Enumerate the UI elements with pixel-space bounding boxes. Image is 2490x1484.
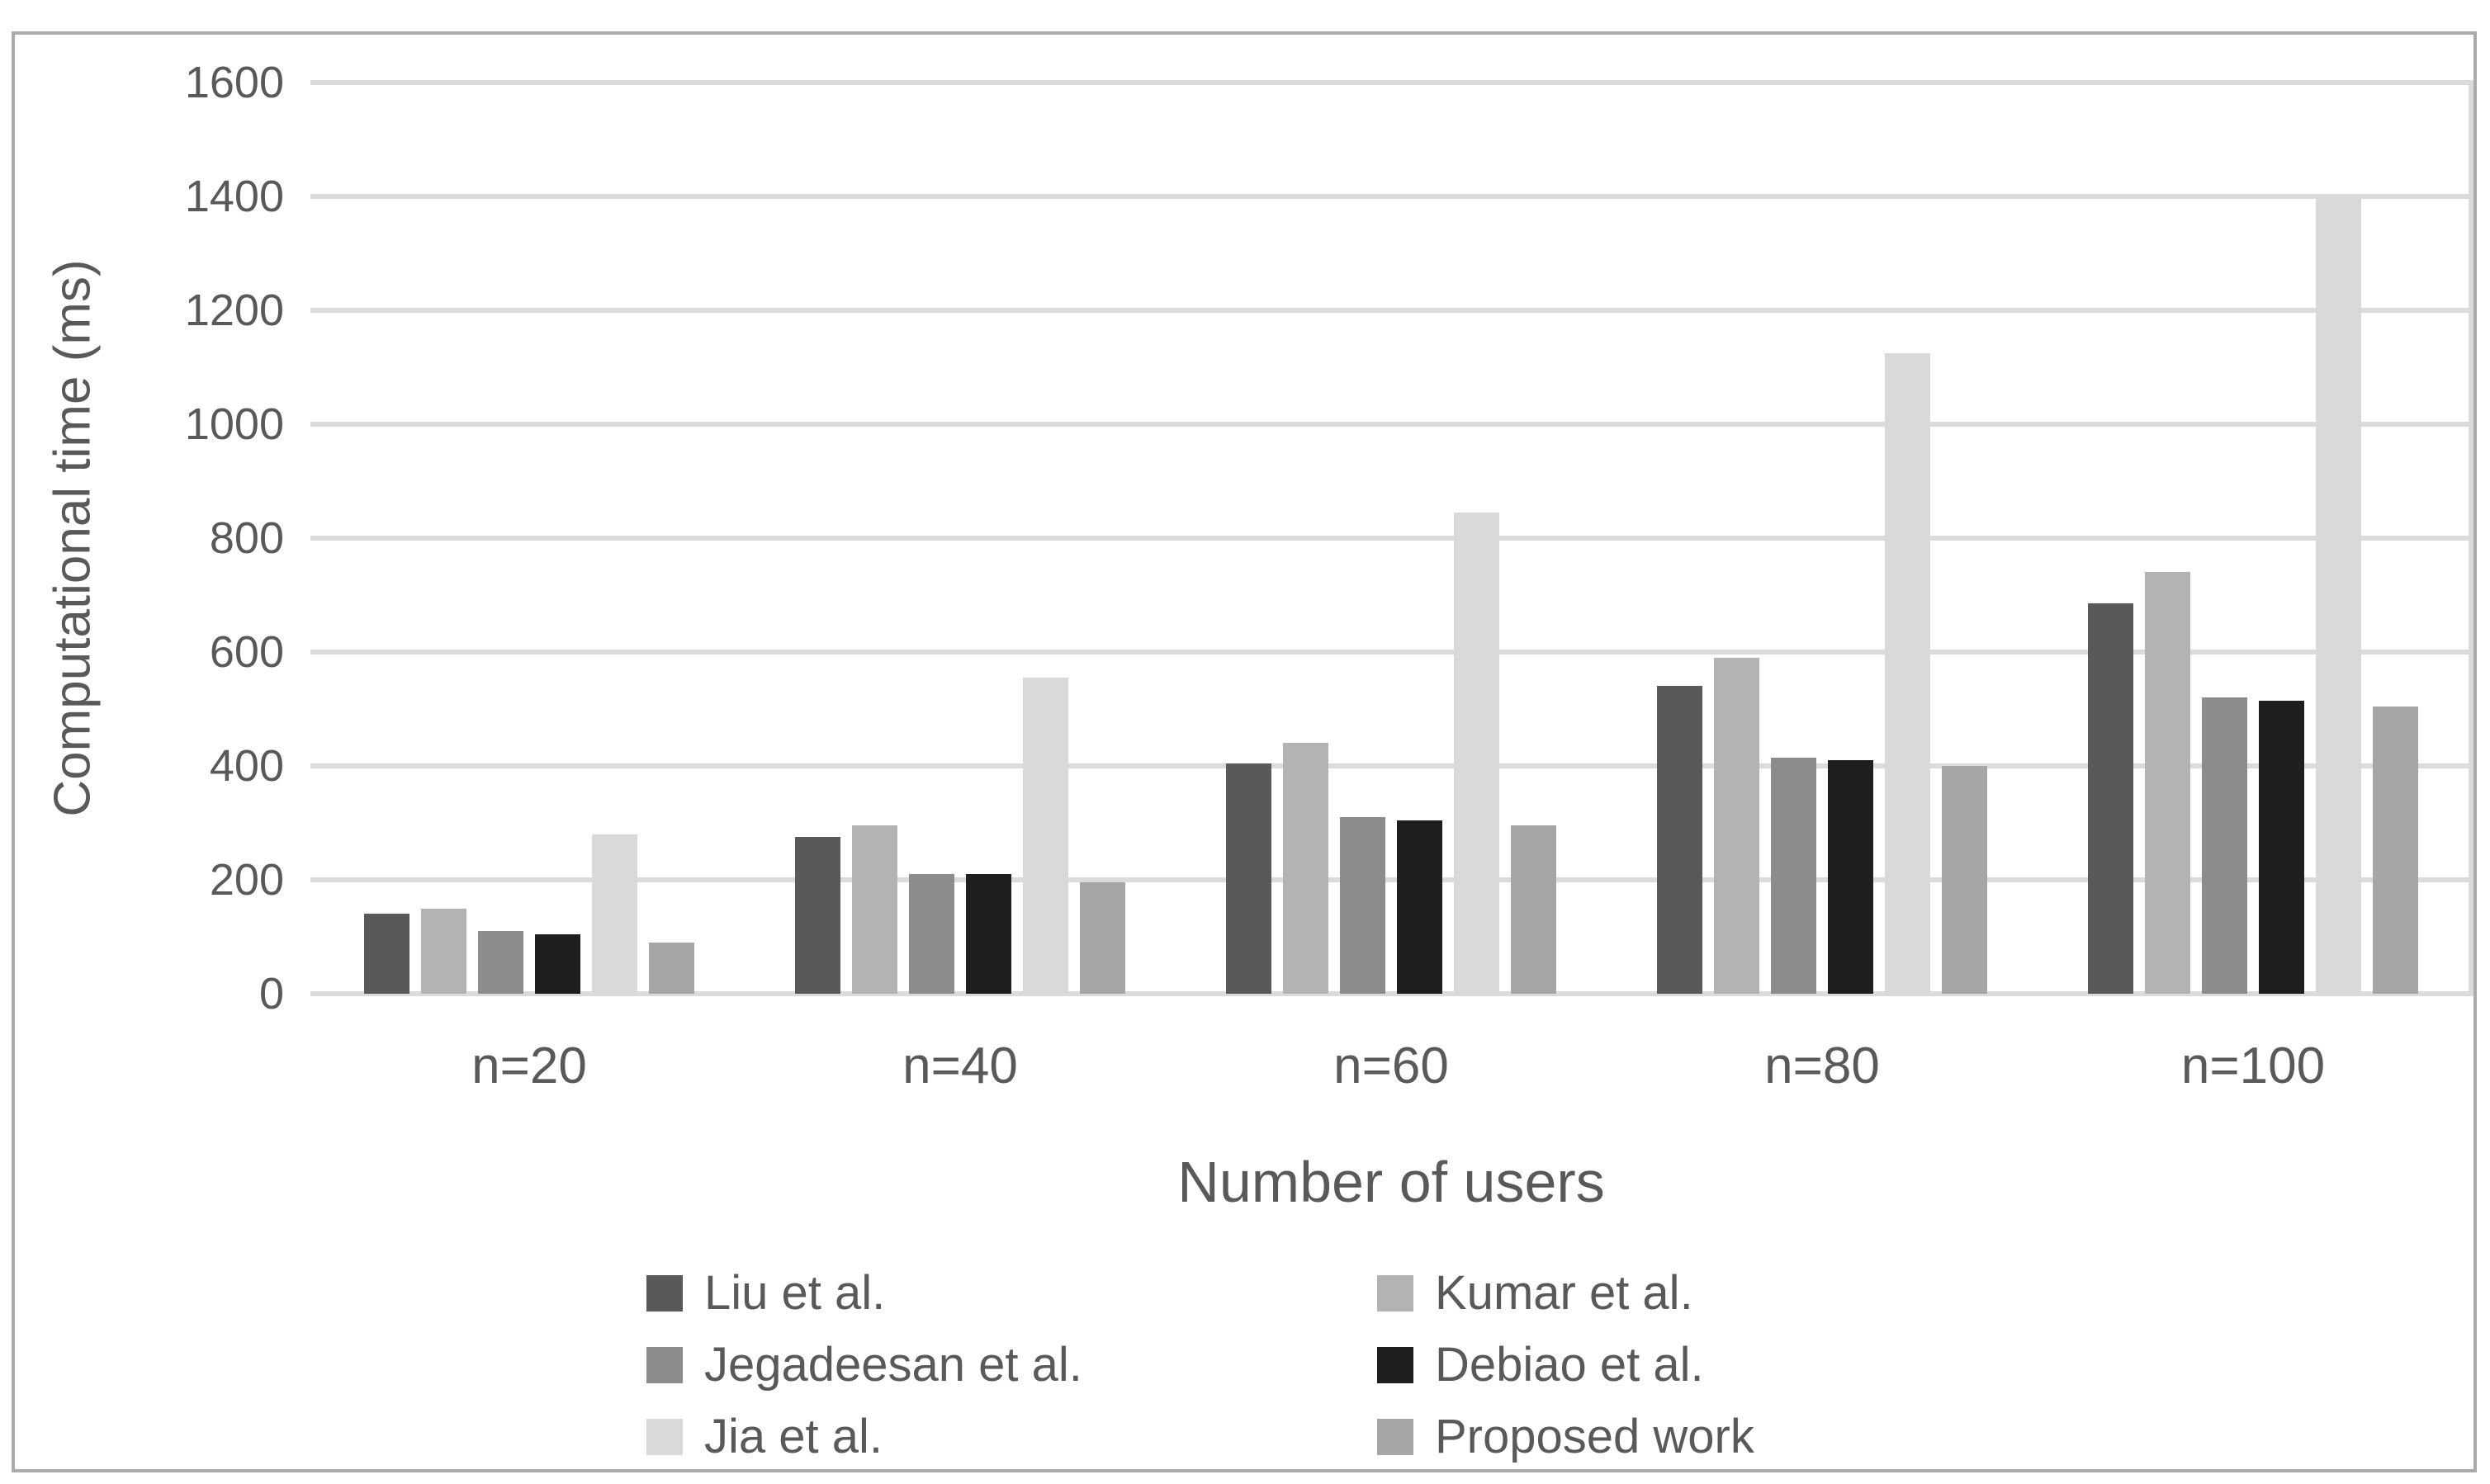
bar-n=60-jegadeesan-et-al — [1340, 817, 1385, 994]
gridline-y-1600 — [310, 80, 2473, 85]
gridline-y-600 — [310, 650, 2473, 655]
bar-n=80-kumar-et-al — [1714, 657, 1759, 994]
legend-swatch-icon — [646, 1418, 683, 1455]
bar-n=40-kumar-et-al — [852, 825, 897, 994]
legend-item-proposed-work: Proposed work — [1377, 1409, 1754, 1464]
legend-label: Jegadeesan et al. — [704, 1338, 1082, 1392]
bar-n=60-liu-et-al — [1226, 763, 1271, 994]
y-tick-label-1000: 1000 — [184, 399, 284, 449]
y-tick-label-1600: 1600 — [184, 58, 284, 107]
bar-group-n=100 — [2088, 83, 2418, 994]
bar-n=60-jia-et-al — [1454, 512, 1499, 994]
y-tick-label-400: 400 — [209, 741, 284, 791]
bar-n=100-kumar-et-al — [2145, 572, 2190, 994]
legend-label: Proposed work — [1435, 1410, 1754, 1463]
bar-n=80-proposed-work — [1942, 766, 1987, 994]
gridline-y-1400 — [310, 194, 2473, 199]
gridline-y-400 — [310, 763, 2473, 768]
bar-n=80-liu-et-al — [1657, 686, 1702, 994]
legend-label: Debiao et al. — [1435, 1338, 1704, 1392]
x-tick-label-n=100: n=100 — [2180, 1037, 2326, 1094]
bar-n=100-jegadeesan-et-al — [2202, 697, 2247, 994]
bar-n=20-proposed-work — [649, 942, 694, 994]
legend-swatch-icon — [1377, 1418, 1413, 1455]
y-tick-label-1200: 1200 — [184, 286, 284, 335]
legend-item-jegadeesan-et-al: Jegadeesan et al. — [646, 1337, 1082, 1392]
bar-n=40-proposed-work — [1080, 882, 1125, 994]
legend-label: Liu et al. — [704, 1266, 886, 1320]
bar-n=60-proposed-work — [1511, 825, 1556, 994]
bar-n=100-debiao-et-al — [2259, 700, 2304, 994]
bar-n=40-debiao-et-al — [966, 874, 1011, 994]
legend-item-debiao-et-al: Debiao et al. — [1377, 1337, 1704, 1392]
plot-area — [310, 80, 2473, 996]
bar-n=20-kumar-et-al — [421, 908, 466, 994]
bar-group-n=40 — [795, 83, 1125, 994]
bar-n=20-liu-et-al — [364, 914, 409, 994]
bar-group-n=20 — [364, 83, 694, 994]
bar-n=80-debiao-et-al — [1828, 760, 1873, 994]
gridline-y-800 — [310, 536, 2473, 541]
y-tick-label-600: 600 — [209, 627, 284, 677]
legend-swatch-icon — [646, 1346, 683, 1383]
y-tick-label-0: 0 — [258, 969, 284, 1018]
gridline-y-1000 — [310, 422, 2473, 427]
legend-item-liu-et-al: Liu et al. — [646, 1265, 885, 1321]
legend-item-jia-et-al: Jia et al. — [646, 1409, 883, 1464]
bar-n=40-jegadeesan-et-al — [909, 874, 954, 994]
bar-n=60-kumar-et-al — [1283, 743, 1328, 994]
bar-n=100-proposed-work — [2373, 706, 2418, 994]
bar-n=60-debiao-et-al — [1397, 820, 1442, 994]
x-tick-label-n=40: n=40 — [902, 1037, 1018, 1094]
bar-n=40-liu-et-al — [795, 837, 840, 994]
bar-n=80-jia-et-al — [1885, 352, 1930, 994]
plot-right-border-line — [2469, 83, 2473, 994]
y-axis-tick-labels: 0 200 400 600 800 1000 1200 1400 1600 — [0, 58, 284, 1018]
legend-label: Jia et al. — [704, 1410, 883, 1463]
x-tick-label-n=20: n=20 — [471, 1037, 587, 1094]
gridline-y-200 — [310, 877, 2473, 882]
bar-n=40-jia-et-al — [1023, 678, 1068, 994]
y-tick-label-1400: 1400 — [184, 172, 284, 221]
legend-swatch-icon — [1377, 1274, 1413, 1311]
figure-frame — [12, 31, 2477, 1472]
bar-n=20-debiao-et-al — [535, 933, 580, 994]
bar-n=20-jegadeesan-et-al — [478, 931, 523, 994]
gridline-y-0 — [310, 991, 2473, 996]
legend-item-kumar-et-al: Kumar et al. — [1377, 1265, 1693, 1321]
y-tick-label-800: 800 — [209, 513, 284, 563]
bar-n=100-liu-et-al — [2088, 603, 2133, 994]
x-tick-label-n=60: n=60 — [1333, 1037, 1449, 1094]
x-tick-label-n=80: n=80 — [1764, 1037, 1880, 1094]
y-tick-label-200: 200 — [209, 855, 284, 905]
legend-swatch-icon — [646, 1274, 683, 1311]
x-axis-title: Number of users — [1177, 1150, 1605, 1214]
bar-group-n=80 — [1657, 83, 1987, 994]
bar-group-n=60 — [1226, 83, 1556, 994]
bar-n=100-jia-et-al — [2316, 199, 2361, 994]
bar-n=80-jegadeesan-et-al — [1771, 757, 1816, 994]
bar-n=20-jia-et-al — [592, 834, 637, 994]
legend-label: Kumar et al. — [1435, 1266, 1693, 1320]
legend-swatch-icon — [1377, 1346, 1413, 1383]
gridline-y-1200 — [310, 308, 2473, 313]
